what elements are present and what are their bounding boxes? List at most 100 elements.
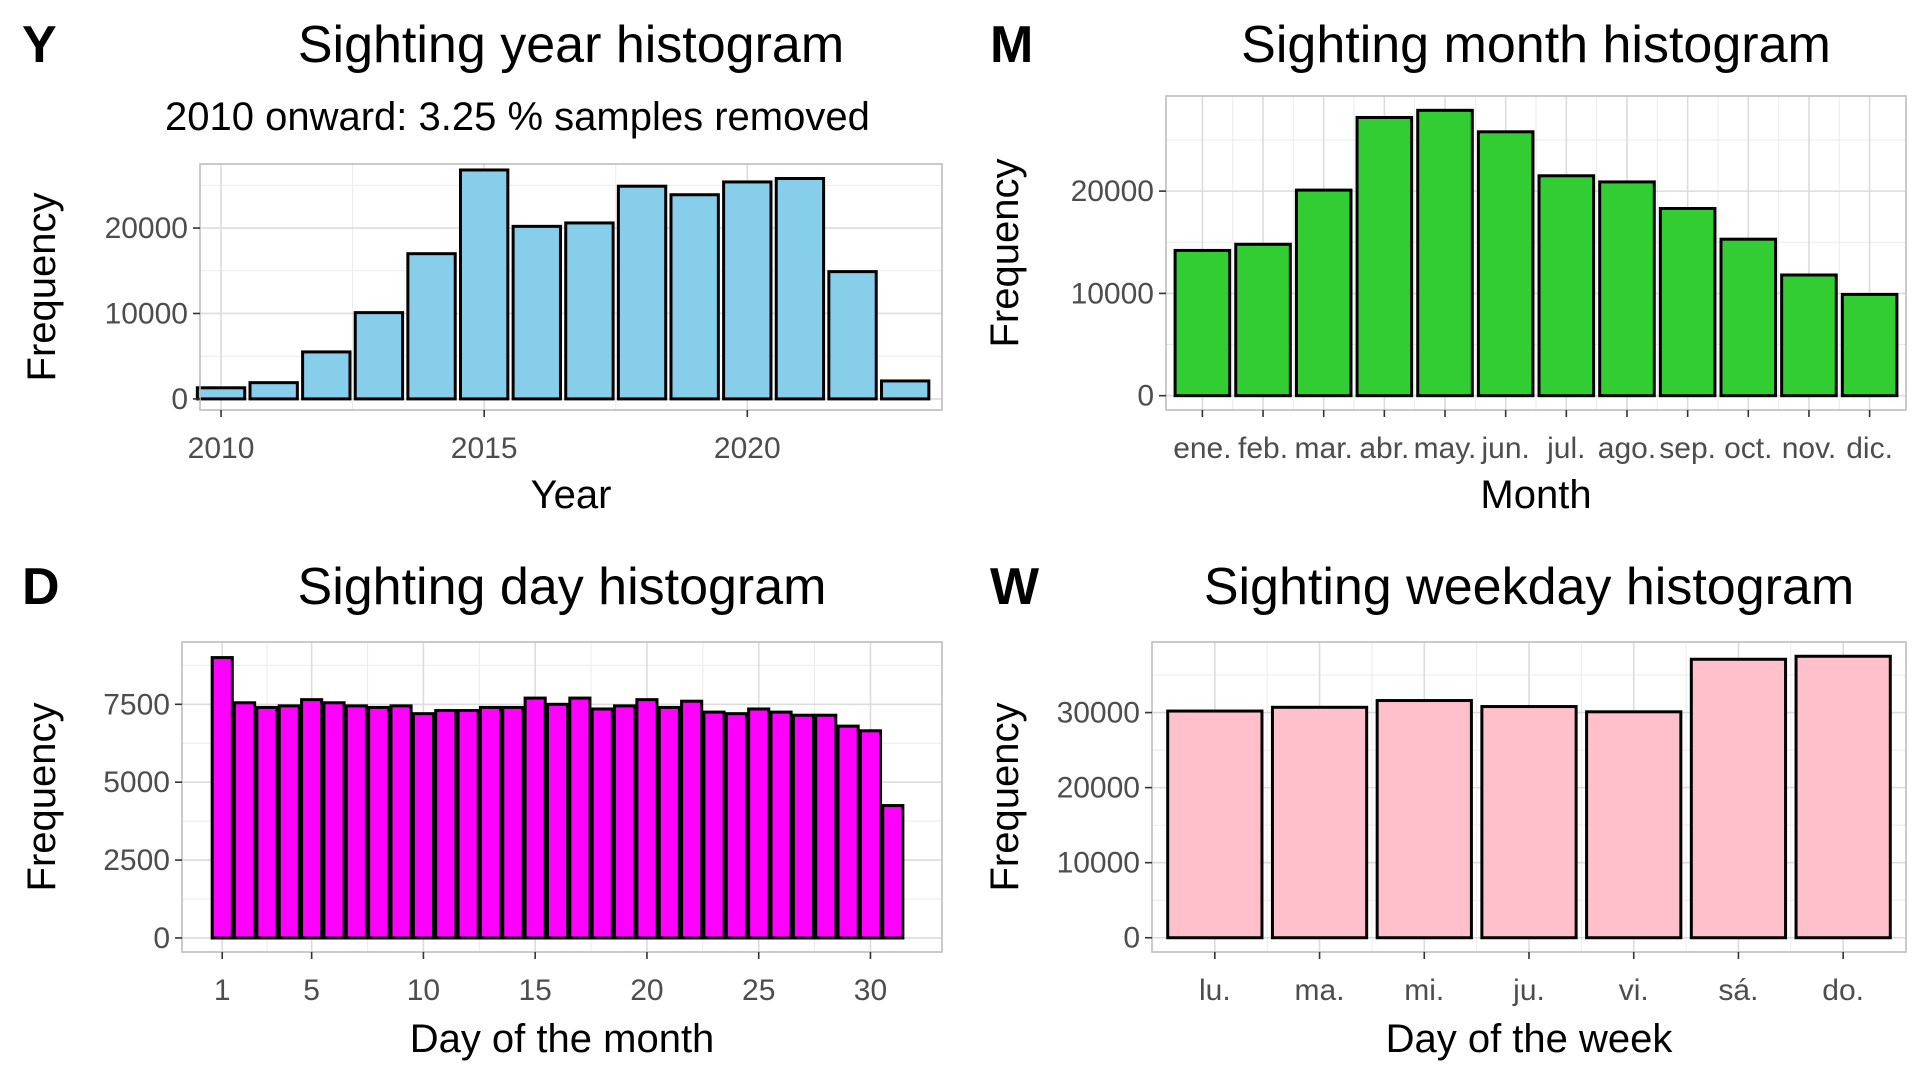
day-bar [367, 705, 391, 940]
year-y-tick-label: 20000 [105, 212, 188, 245]
month-x-tick-label: nov. [1782, 432, 1836, 465]
weekday-panel: 0 10000 20000 30000 lu. ma. mi. ju. vi. sá. do. Day… [983, 558, 1907, 1061]
day-bar [210, 656, 234, 940]
weekday-bar [1375, 699, 1473, 940]
weekday-bar [1794, 654, 1892, 940]
year-y-axis-title: Frequency [20, 193, 64, 382]
month-bars [1173, 108, 1899, 398]
month-panel-border [1165, 95, 1907, 411]
day-bar [478, 705, 503, 940]
weekday-y-tick-label: 10000 [1057, 847, 1140, 880]
month-bar [1476, 130, 1535, 398]
month-x-tick-label: dic. [1846, 432, 1893, 465]
year-bar [353, 311, 405, 401]
day-bar [635, 698, 659, 940]
weekday-y-tick-label: 30000 [1057, 697, 1140, 730]
day-bar [680, 699, 704, 940]
year-bar [195, 386, 247, 401]
year-x-tick-label: 2020 [714, 432, 781, 465]
month-x-tick-label: ene. [1173, 432, 1231, 465]
month-x-tick-label: sep. [1659, 432, 1716, 465]
year-panel: 0 10000 20000 2010 2015 2020 Year Frequency Sigh… [20, 16, 943, 517]
weekday-x-tick-label: ju. [1512, 974, 1545, 1007]
month-x-tick-label: feb. [1238, 432, 1288, 465]
day-x-tick-label: 25 [742, 974, 775, 1007]
weekday-x-tick-label: do. [1822, 974, 1864, 1007]
weekday-y-tick-label: 20000 [1057, 772, 1140, 805]
weekday-x-tick-label: lu. [1199, 974, 1231, 1007]
month-panel: 0 10000 20000 ene. feb. mar. abr. may. jun. jul. a… [983, 16, 1907, 517]
year-bar [458, 168, 510, 401]
weekday-bar [1166, 709, 1264, 940]
weekday-x-tick-label: sá. [1718, 974, 1758, 1007]
weekday-y-axis-title: Frequency [983, 703, 1027, 892]
day-bar [590, 707, 614, 940]
year-x-tick-label: 2010 [188, 432, 255, 465]
day-bar [657, 705, 681, 940]
day-bar [501, 705, 525, 940]
weekday-bar [1480, 705, 1578, 940]
weekday-x-tick-label: mi. [1404, 974, 1444, 1007]
year-bars [195, 168, 931, 401]
day-bar [702, 710, 726, 940]
year-bar [406, 252, 457, 401]
year-y-tick-label: 10000 [105, 297, 188, 330]
day-y-tick-label: 5000 [103, 766, 170, 799]
day-y-tick-label: 7500 [103, 688, 170, 721]
day-bar [747, 707, 771, 940]
month-bar [1173, 248, 1232, 398]
day-bar [255, 705, 279, 940]
day-x-tick-label: 20 [630, 974, 663, 1007]
day-bar [613, 704, 637, 940]
year-bar [722, 180, 773, 401]
month-panel-title: Sighting month histogram [1241, 16, 1831, 74]
year-bar [616, 184, 668, 401]
weekday-x-axis-title: Day of the week [1386, 1017, 1674, 1061]
month-x-tick-label: abr. [1359, 432, 1409, 465]
day-bars [210, 656, 905, 940]
year-panel-subtitle: 2010 onward: 3.25 % samples removed [165, 95, 870, 139]
day-bar [769, 710, 793, 940]
day-bar [344, 704, 368, 940]
month-bar [1780, 273, 1838, 398]
year-bar [248, 381, 299, 401]
day-bar [881, 804, 905, 940]
month-bar [1234, 242, 1292, 398]
month-x-axis-title: Month [1480, 473, 1591, 517]
day-panel-title: Sighting day histogram [298, 558, 827, 616]
day-y-tick-label: 0 [153, 922, 170, 955]
month-bar [1537, 174, 1596, 398]
month-x-tick-label: mar. [1295, 432, 1353, 465]
year-y-tick-label: 0 [171, 383, 188, 416]
year-panel-tag: Y [22, 16, 57, 74]
year-panel-title: Sighting year histogram [298, 16, 844, 74]
year-x-axis-title: Year [531, 473, 612, 517]
month-y-tick-label: 10000 [1071, 277, 1154, 310]
day-bar [568, 696, 592, 940]
weekday-y-tick-label: 0 [1123, 922, 1140, 955]
month-x-tick-label: jun. [1480, 432, 1529, 465]
year-bar [511, 224, 562, 401]
year-bar [669, 193, 720, 401]
month-y-tick-label: 0 [1137, 380, 1154, 413]
year-bar [879, 379, 931, 401]
month-bar [1598, 180, 1656, 398]
day-x-axis-title: Day of the month [410, 1017, 715, 1061]
year-bar [301, 350, 352, 401]
day-bar [277, 704, 301, 940]
day-bar [858, 729, 883, 940]
month-y-axis-title: Frequency [983, 159, 1027, 348]
day-bar [724, 712, 748, 940]
weekday-x-tick-label: ma. [1295, 974, 1345, 1007]
day-bar [411, 712, 435, 940]
weekday-panel-title: Sighting weekday histogram [1204, 558, 1854, 616]
day-x-tick-label: 30 [854, 974, 887, 1007]
day-bar [300, 698, 324, 940]
weekday-bar [1689, 657, 1788, 940]
day-x-tick-label: 10 [407, 974, 440, 1007]
weekday-x-tick-label: vi. [1619, 974, 1649, 1007]
month-bar [1658, 207, 1717, 398]
day-bar [322, 701, 346, 940]
